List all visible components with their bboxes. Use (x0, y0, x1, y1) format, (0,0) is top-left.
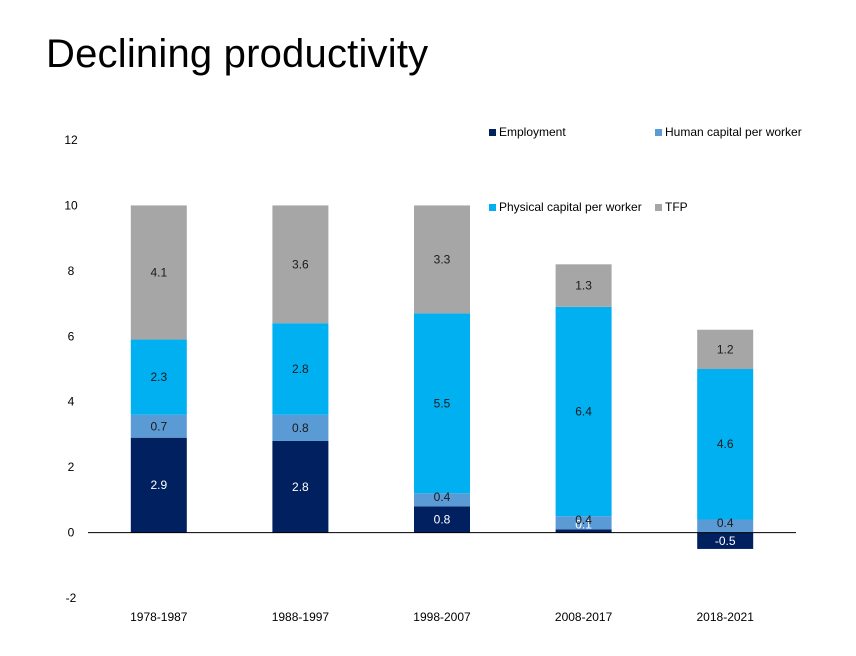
bar-value-label: 3.6 (292, 257, 309, 271)
page-title: Declining productivity (46, 32, 429, 76)
bar-segment (555, 306, 612, 517)
y-tick-label: 10 (64, 198, 78, 212)
bar-segment (697, 532, 754, 549)
bar-value-label: 0.4 (575, 513, 592, 527)
bar-segment (697, 329, 754, 369)
bar-segment (414, 493, 470, 507)
bar-segment (130, 437, 187, 533)
legend-label: TFP (665, 200, 688, 214)
bar-value-label: 3.3 (434, 252, 451, 266)
data-labels: 2.90.72.34.12.80.82.83.60.80.45.53.30.10… (150, 252, 735, 547)
y-axis-ticks: -2 0 2 4 6 8 10 12 (64, 133, 78, 605)
bar-segment (414, 205, 470, 314)
bar-segment (414, 313, 470, 494)
bar-value-label: 1.2 (717, 342, 734, 356)
bar-value-label: 2.9 (150, 478, 167, 492)
bar-value-label: 1.3 (575, 279, 592, 293)
legend-swatch (655, 129, 662, 136)
bar-segment (697, 519, 754, 533)
y-tick-label: 4 (68, 395, 75, 409)
legend-label: Human capital per worker (665, 125, 802, 139)
y-tick-label: 2 (68, 460, 75, 474)
legend-swatch (655, 204, 662, 211)
bar-segment (130, 205, 187, 340)
y-tick-label: 0 (68, 526, 75, 540)
bar-value-label: 6.4 (575, 405, 592, 419)
y-tick-label: 12 (64, 133, 78, 147)
legend-label: Employment (499, 125, 566, 139)
bar-value-label: 0.1 (575, 517, 592, 531)
bar-value-label: 5.5 (434, 396, 451, 410)
legend-label: Physical capital per worker (499, 200, 642, 214)
bar-segment (555, 264, 612, 307)
y-tick-label: -2 (66, 591, 77, 605)
bar-value-label: 2.3 (150, 370, 167, 384)
y-tick-label: 6 (68, 329, 75, 343)
bar-value-label: 2.8 (292, 362, 309, 376)
x-category-label: 1988-1997 (272, 610, 330, 624)
legend-swatch (489, 129, 496, 136)
bar-segment (130, 414, 187, 438)
bar-segment (555, 529, 612, 533)
bar-segment (272, 205, 329, 324)
bar-value-label: -0.5 (715, 534, 736, 548)
bar-value-label: 0.7 (150, 419, 167, 433)
bar-value-label: 0.4 (434, 490, 451, 504)
x-category-label: 1978-1987 (130, 610, 188, 624)
x-category-label: 2018-2021 (697, 610, 755, 624)
bar-value-label: 0.4 (717, 516, 734, 530)
bar-segment (130, 339, 187, 415)
x-category-label: 2008-2017 (555, 610, 613, 624)
x-axis-category-labels: 1978-1987 1988-1997 1998-2007 2008-2017 2018… (130, 610, 754, 624)
bar-stacks (130, 205, 754, 549)
bar-value-label: 0.8 (434, 512, 451, 526)
bar-segment (697, 369, 754, 520)
bar-segment (272, 414, 329, 441)
legend: Employment Human capital per worker Physic… (489, 125, 802, 214)
bar-segment (414, 506, 470, 533)
bar-value-label: 2.8 (292, 480, 309, 494)
bar-value-label: 4.6 (717, 437, 734, 451)
bar-value-label: 0.8 (292, 421, 309, 435)
y-tick-label: 8 (68, 264, 75, 278)
bar-segment (272, 323, 329, 415)
bar-value-label: 4.1 (150, 265, 167, 279)
legend-swatch (489, 204, 496, 211)
x-category-label: 1998-2007 (413, 610, 471, 624)
bar-segment (272, 440, 329, 533)
bar-segment (555, 516, 612, 530)
